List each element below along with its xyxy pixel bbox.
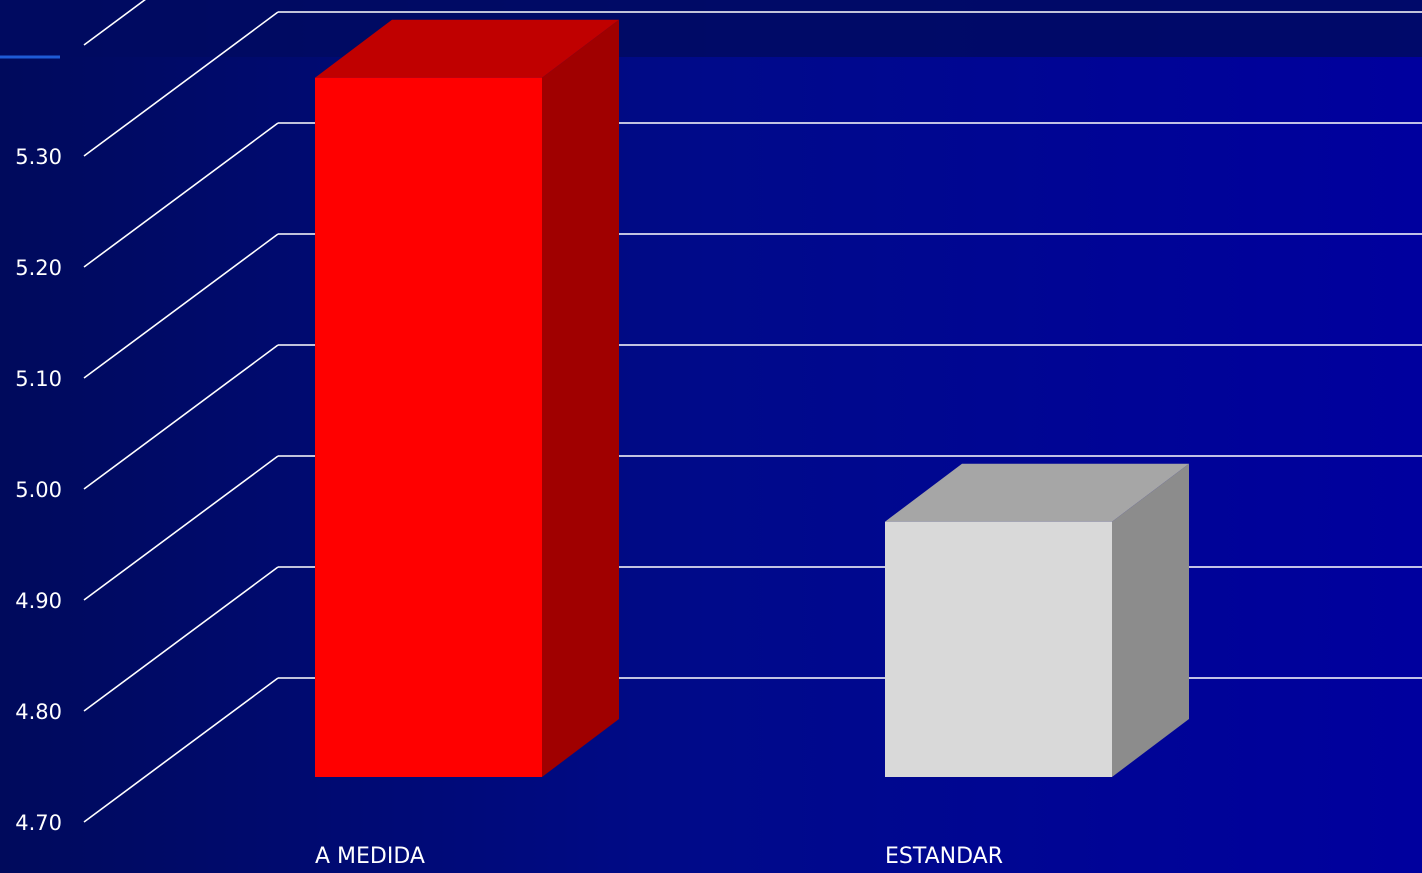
y-tick-label: 4.70 [15,811,62,835]
y-tick-label: 5.00 [15,478,62,502]
gridline [83,677,1422,823]
bar-estandar [885,463,1189,777]
gridline [83,455,1422,601]
gridline [83,122,1422,268]
bar-front-face [885,521,1112,777]
y-tick-label: 4.80 [15,700,62,724]
bar-top-face [315,19,619,78]
gridline [83,233,1422,379]
gridline [83,566,1422,712]
y-tick-label: 5.10 [15,367,62,391]
gridline [83,11,1422,157]
bar-front-face [315,77,542,777]
gridlines [83,0,1422,823]
bar-top-face [885,463,1189,522]
bar-side-face [1112,463,1189,777]
x-axis-labels: A MEDIDA ESTANDAR [315,844,1003,869]
x-category-label: ESTANDAR [885,844,1003,869]
bars [315,19,1189,777]
y-axis-ticks: 4.70 4.80 4.90 5.00 5.10 5.20 5.30 [15,145,62,835]
y-tick-label: 4.90 [15,589,62,613]
bar-a-medida [315,19,619,777]
gridline [83,0,146,46]
top-band [0,0,1422,57]
y-tick-label: 5.20 [15,256,62,280]
bar-side-face [542,19,619,777]
y-tick-label: 5.30 [15,145,62,169]
x-category-label: A MEDIDA [315,844,425,869]
gridline [83,344,1422,490]
